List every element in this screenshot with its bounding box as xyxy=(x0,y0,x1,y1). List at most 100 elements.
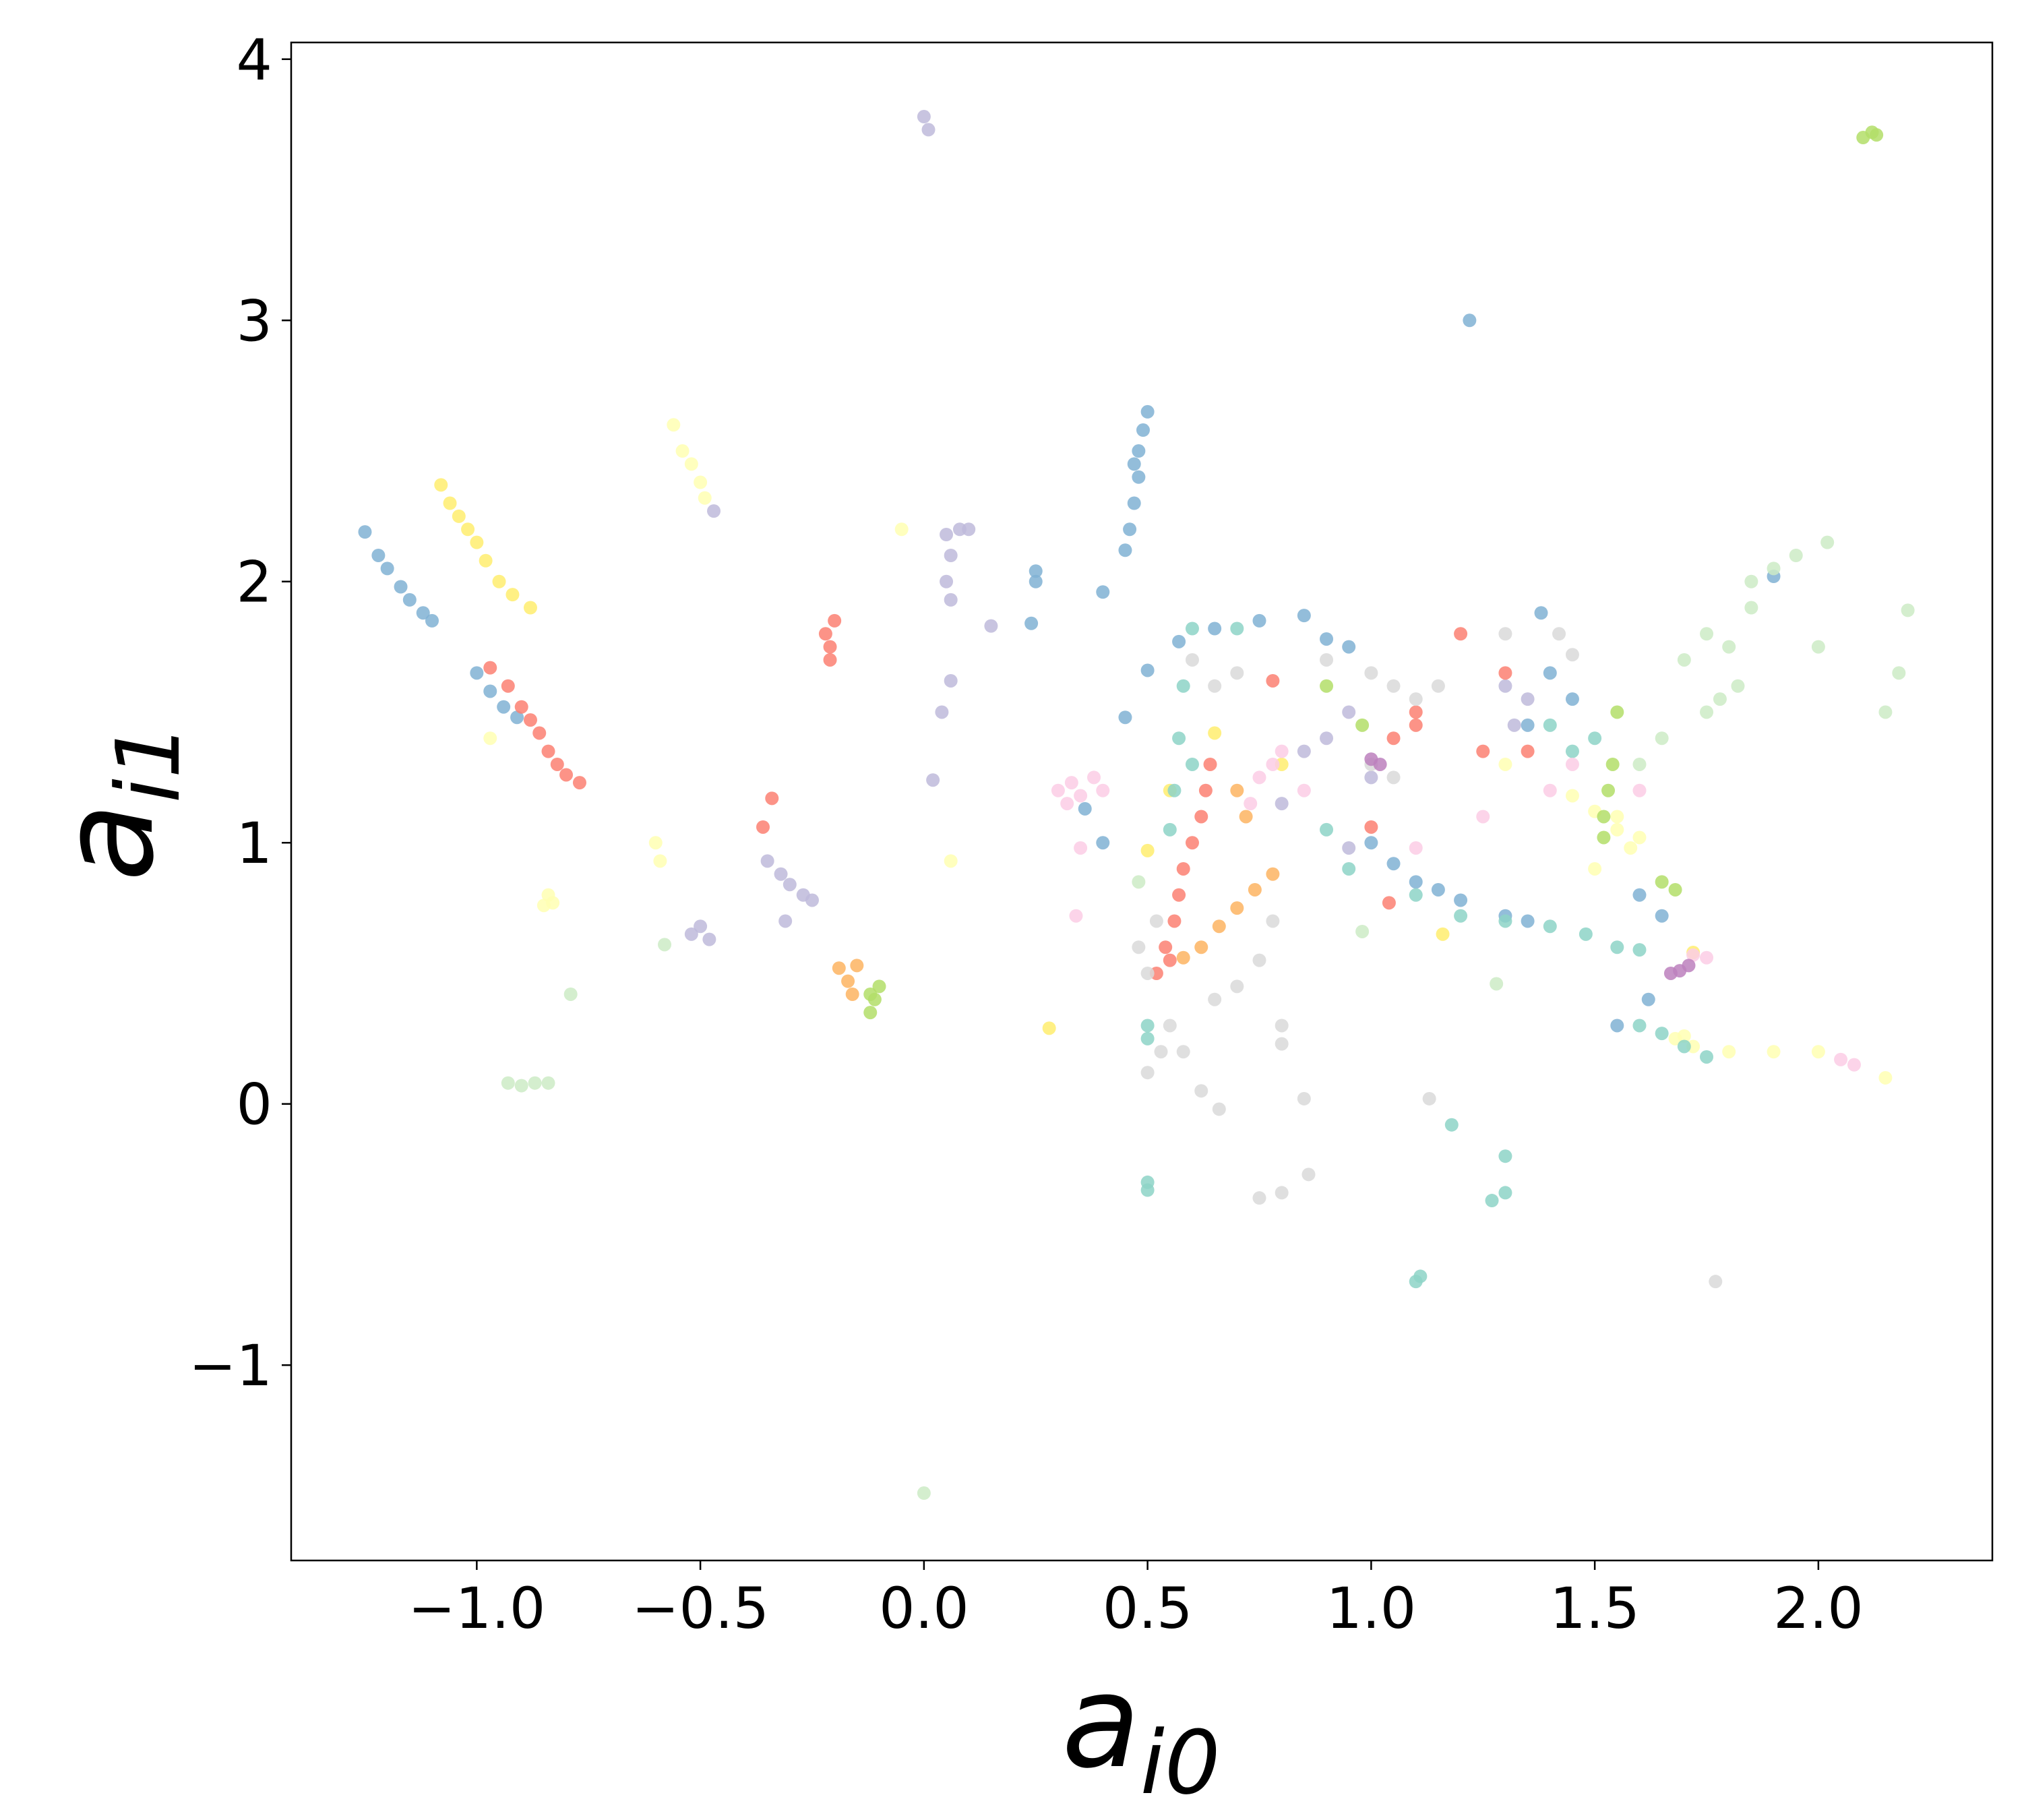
point xyxy=(1154,1045,1168,1059)
point xyxy=(1230,666,1244,680)
point xyxy=(1185,836,1199,850)
point xyxy=(1248,882,1262,897)
point xyxy=(1431,882,1445,897)
point xyxy=(559,768,574,782)
point xyxy=(1127,496,1141,510)
point xyxy=(1870,128,1884,142)
x-tick-label: −1.0 xyxy=(408,1575,545,1641)
point xyxy=(1565,648,1579,662)
point xyxy=(434,478,448,492)
point xyxy=(1132,470,1146,484)
point xyxy=(823,653,837,667)
point xyxy=(1167,914,1182,928)
point xyxy=(1230,901,1244,915)
y-tick-label: 4 xyxy=(237,27,272,93)
point xyxy=(1731,679,1745,693)
point xyxy=(1252,953,1266,967)
point xyxy=(1709,1275,1723,1289)
point xyxy=(1096,836,1110,850)
point xyxy=(1176,679,1190,693)
point xyxy=(1275,1037,1289,1051)
point xyxy=(1498,914,1512,928)
point xyxy=(1610,810,1624,824)
point xyxy=(1118,543,1132,557)
point xyxy=(1167,783,1182,797)
point xyxy=(1476,744,1490,758)
point xyxy=(944,673,958,688)
point xyxy=(778,914,793,928)
point xyxy=(1364,836,1378,850)
point xyxy=(1413,1269,1428,1283)
point xyxy=(483,684,497,698)
point xyxy=(1342,705,1356,719)
point xyxy=(1029,574,1043,588)
point xyxy=(1342,841,1356,855)
point xyxy=(1275,1186,1289,1200)
point xyxy=(1208,679,1222,693)
point xyxy=(1610,822,1624,837)
point xyxy=(1230,783,1244,797)
point xyxy=(1355,718,1370,732)
point xyxy=(1172,634,1186,648)
point xyxy=(514,1079,528,1093)
point xyxy=(1275,1019,1289,1033)
point xyxy=(818,627,832,641)
point xyxy=(1409,841,1423,855)
point xyxy=(1230,621,1244,636)
point xyxy=(1901,603,1915,617)
point xyxy=(1632,757,1647,771)
point xyxy=(1266,914,1280,928)
point xyxy=(1744,574,1758,588)
point xyxy=(1409,705,1423,719)
point xyxy=(470,666,484,680)
point xyxy=(1444,1118,1459,1132)
point xyxy=(1252,770,1266,785)
point xyxy=(935,705,949,719)
point xyxy=(1060,797,1074,811)
point xyxy=(1878,1070,1893,1085)
point xyxy=(1490,977,1504,991)
x-label-main: a xyxy=(1062,1647,1140,1796)
point xyxy=(1297,783,1311,797)
point xyxy=(1230,979,1244,994)
point xyxy=(828,613,842,628)
y-label-main: a xyxy=(33,803,182,881)
point xyxy=(1198,783,1213,797)
point xyxy=(850,959,864,973)
x-label-sub: i0 xyxy=(1140,1711,1221,1814)
point xyxy=(1789,548,1803,562)
point xyxy=(1834,1052,1848,1066)
point xyxy=(1301,1167,1316,1182)
point xyxy=(1096,585,1110,599)
point xyxy=(541,744,555,758)
point xyxy=(1878,705,1893,719)
x-tick-label: 1.0 xyxy=(1326,1575,1417,1641)
point xyxy=(1185,621,1199,636)
point xyxy=(1132,444,1146,458)
point xyxy=(1677,1039,1691,1054)
point xyxy=(1239,810,1253,824)
point xyxy=(380,562,394,576)
point xyxy=(510,710,524,725)
point xyxy=(1266,757,1280,771)
point xyxy=(1632,888,1647,902)
point xyxy=(1087,770,1101,785)
point xyxy=(1074,841,1088,855)
point xyxy=(1382,896,1396,910)
point xyxy=(1521,692,1535,706)
point xyxy=(1244,797,1258,811)
point xyxy=(1811,1045,1825,1059)
point xyxy=(1136,423,1150,437)
point xyxy=(1042,1021,1056,1035)
point xyxy=(1364,770,1378,785)
point xyxy=(1320,679,1334,693)
point xyxy=(698,491,712,505)
point xyxy=(1700,627,1714,641)
point xyxy=(1847,1058,1861,1072)
y-axis-label: ai1 xyxy=(33,723,200,881)
point xyxy=(1185,653,1199,667)
point xyxy=(528,1076,542,1090)
point xyxy=(514,700,528,714)
point xyxy=(921,123,936,137)
point xyxy=(1118,710,1132,725)
